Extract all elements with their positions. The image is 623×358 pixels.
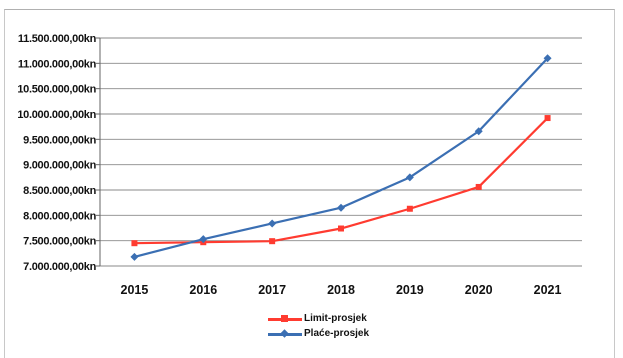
data-point-limit [475,183,482,190]
legend-label-place: Plaće-prosjek [304,328,370,339]
x-tick-label: 2019 [396,283,424,297]
data-point-limit [338,225,344,232]
data-point-place [337,203,345,212]
x-tick-label: 2015 [121,283,149,297]
legend: Limit-prosjek Plaće-prosjek [268,311,428,341]
data-point-place [199,235,208,244]
data-point-limit [131,240,138,247]
y-tick-label: 9.500.000,00kn [23,134,96,146]
legend-item-limit: Limit-prosjek [268,311,428,326]
data-point-place [543,54,552,63]
data-point-place [130,252,139,261]
series-line-limit [134,117,549,245]
series-lines [130,54,552,261]
data-point-limit [269,238,276,245]
y-tick-label: 7.000.000,00kn [23,261,96,273]
x-tick-label: 2021 [534,283,562,297]
y-axis-tick-labels: 11.500.000,00kn 11.000.000,00kn 10.500.000… [17,33,97,273]
y-tick-label: 11.500.000,00kn [18,33,97,45]
x-tick-label: 2016 [189,283,217,297]
y-tick-label: 9.000.000,00kn [23,160,96,172]
legend-label-limit: Limit-prosjek [304,313,367,324]
legend-swatch-place [268,328,302,339]
data-point-limit [544,115,551,122]
y-tick-label: 7.500.000,00kn [23,236,96,248]
x-tick-label: 2018 [327,283,355,297]
x-tick-label: 2017 [258,283,286,297]
data-point-place [405,173,414,182]
legend-swatch-limit [268,314,302,324]
data-point-place [268,219,277,228]
legend-marker-diamond [280,328,289,338]
y-tick-label: 8.000.000,00kn [23,210,96,222]
chart-frame [4,9,615,358]
legend-item-place: Plaće-prosjek [268,326,428,341]
x-axis-tick-labels: 2015 2016 2017 2018 2019 2020 2021 [121,283,562,297]
y-tick-label: 10.000.000,00kn [17,109,96,121]
x-tick-label: 2020 [465,283,493,297]
data-point-limit [406,205,413,212]
y-tick-label: 11.000.000,00kn [18,58,97,70]
y-tick-label: 10.500.000,00kn [17,84,96,96]
legend-marker-square [281,314,288,322]
data-point-place [474,127,483,136]
y-tick-label: 8.500.000,00kn [23,185,96,197]
gridlines [96,37,582,267]
